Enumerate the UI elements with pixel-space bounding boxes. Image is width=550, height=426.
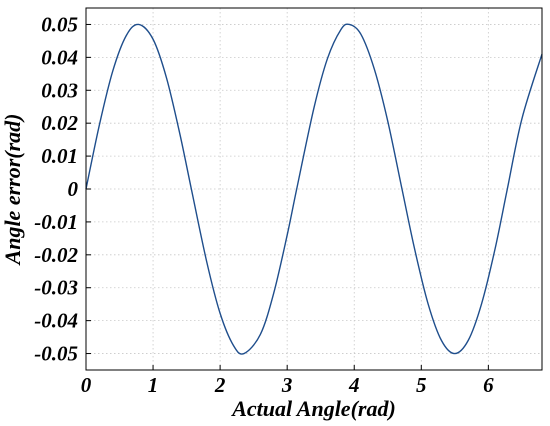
y-tick-label: -0.02 xyxy=(34,243,78,267)
tick-marks xyxy=(85,23,489,370)
series-layer xyxy=(85,23,543,355)
y-tick-label: -0.04 xyxy=(34,309,78,333)
series-line xyxy=(85,23,543,355)
y-tick-label: -0.05 xyxy=(34,342,78,366)
y-tick-label: -0.03 xyxy=(34,276,78,300)
y-tick-labels: -0.05 -0.04 -0.03 -0.02 -0.01 0 0.01 0.02 0.03 0.… xyxy=(34,12,78,365)
y-axis-label: Angle error(rad) xyxy=(0,114,25,267)
grid xyxy=(85,8,542,370)
x-tick-label: 6 xyxy=(483,373,494,397)
y-tick-label: -0.01 xyxy=(34,210,78,234)
x-tick-label: 1 xyxy=(148,373,159,397)
y-tick-label: 0.02 xyxy=(41,111,78,135)
x-tick-label: 4 xyxy=(348,373,360,397)
x-tick-label: 3 xyxy=(281,373,293,397)
x-tick-label: 2 xyxy=(214,373,226,397)
x-tick-label: 5 xyxy=(416,373,427,397)
y-tick-label: 0.05 xyxy=(41,12,78,36)
x-tick-labels: 0 1 2 3 4 5 6 xyxy=(81,373,494,397)
y-tick-label: 0.03 xyxy=(41,78,78,102)
x-axis-label: Actual Angle(rad) xyxy=(230,396,396,421)
y-tick-label: 0 xyxy=(68,177,79,201)
y-tick-label: 0.01 xyxy=(41,144,78,168)
x-tick-label: 0 xyxy=(81,373,92,397)
y-tick-label: 0.04 xyxy=(41,45,78,69)
